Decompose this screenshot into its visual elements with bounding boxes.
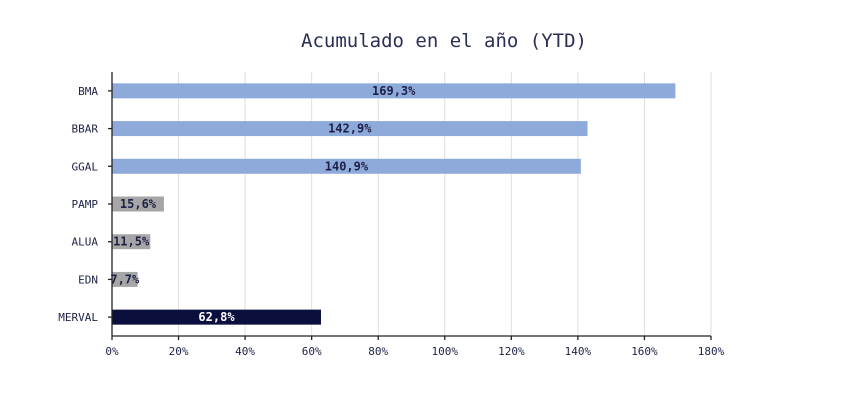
bars [112, 83, 676, 325]
x-tick-label-0: 0% [105, 345, 119, 358]
x-tick-label-4: 80% [368, 345, 388, 358]
x-tick-label-7: 140% [565, 345, 592, 358]
category-label-bma: BMA [78, 85, 98, 98]
bar-merval [112, 309, 321, 325]
x-tick-label-9: 180% [698, 345, 725, 358]
x-tick-label-6: 120% [498, 345, 525, 358]
bar-bbar [112, 121, 588, 137]
bar-edn [112, 271, 138, 287]
data-label-bbar: 142,9% [328, 122, 372, 136]
x-tick-label-8: 160% [631, 345, 658, 358]
category-label-alua: ALUA [72, 236, 99, 249]
category-label-ggal: GGAL [72, 160, 99, 173]
data-label-ggal: 140,9% [325, 159, 369, 173]
x-tick-label-1: 20% [169, 345, 189, 358]
x-tick-label-3: 60% [302, 345, 322, 358]
bar-alua [112, 234, 151, 250]
x-tick-label-5: 100% [432, 345, 459, 358]
x-tick-label-2: 40% [235, 345, 255, 358]
bar-bma [112, 83, 676, 99]
gridlines [178, 72, 712, 336]
category-label-pamp: PAMP [72, 198, 99, 211]
chart-title: Acumulado en el año (YTD) [301, 30, 587, 52]
data-label-edn: 7,7% [110, 272, 140, 286]
bar-pamp [112, 196, 164, 212]
data-label-merval: 62,8% [198, 310, 235, 324]
data-label-pamp: 15,6% [120, 197, 157, 211]
category-label-bbar: BBAR [72, 123, 99, 136]
tick-labels: 0% 20% 40% 60% 80% 100% 120% 140% 160% 180% [105, 345, 724, 358]
data-label-alua: 11,5% [113, 235, 150, 249]
category-label-edn: EDN [78, 273, 98, 286]
bar-ggal [112, 158, 581, 174]
axes [108, 72, 712, 340]
category-labels: BMA BBAR GGAL PAMP ALUA EDN MERVAL [58, 85, 98, 324]
category-label-merval: MERVAL [58, 311, 98, 324]
data-labels: 169,3% 142,9% 140,9% 15,6% 11,5% 7,7% 62,8% [110, 84, 416, 324]
data-label-bma: 169,3% [372, 84, 416, 98]
